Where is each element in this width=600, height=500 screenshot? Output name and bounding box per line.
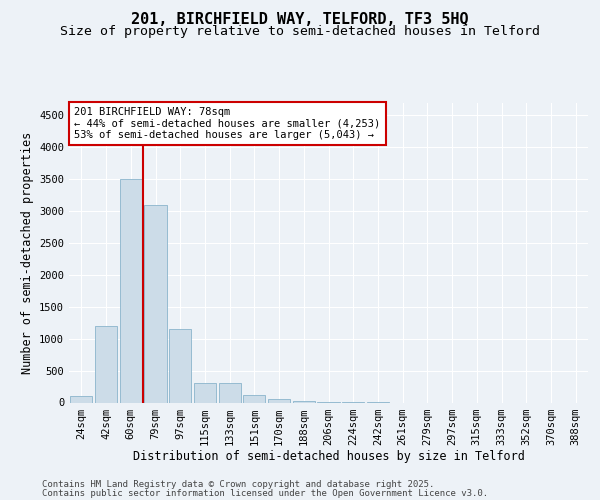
Y-axis label: Number of semi-detached properties: Number of semi-detached properties [20, 132, 34, 374]
Text: 201 BIRCHFIELD WAY: 78sqm
← 44% of semi-detached houses are smaller (4,253)
53% : 201 BIRCHFIELD WAY: 78sqm ← 44% of semi-… [74, 107, 380, 140]
Bar [119, 179, 142, 402]
Bar [268, 399, 290, 402]
Bar [95, 326, 117, 402]
Bar [194, 384, 216, 402]
Bar [293, 401, 315, 402]
X-axis label: Distribution of semi-detached houses by size in Telford: Distribution of semi-detached houses by … [133, 450, 524, 464]
Bar [70, 396, 92, 402]
Text: Size of property relative to semi-detached houses in Telford: Size of property relative to semi-detach… [60, 25, 540, 38]
Bar [243, 396, 265, 402]
Bar [218, 384, 241, 402]
Bar [145, 204, 167, 402]
Bar [169, 329, 191, 402]
Text: Contains public sector information licensed under the Open Government Licence v3: Contains public sector information licen… [42, 488, 488, 498]
Text: Contains HM Land Registry data © Crown copyright and database right 2025.: Contains HM Land Registry data © Crown c… [42, 480, 434, 489]
Text: 201, BIRCHFIELD WAY, TELFORD, TF3 5HQ: 201, BIRCHFIELD WAY, TELFORD, TF3 5HQ [131, 12, 469, 28]
